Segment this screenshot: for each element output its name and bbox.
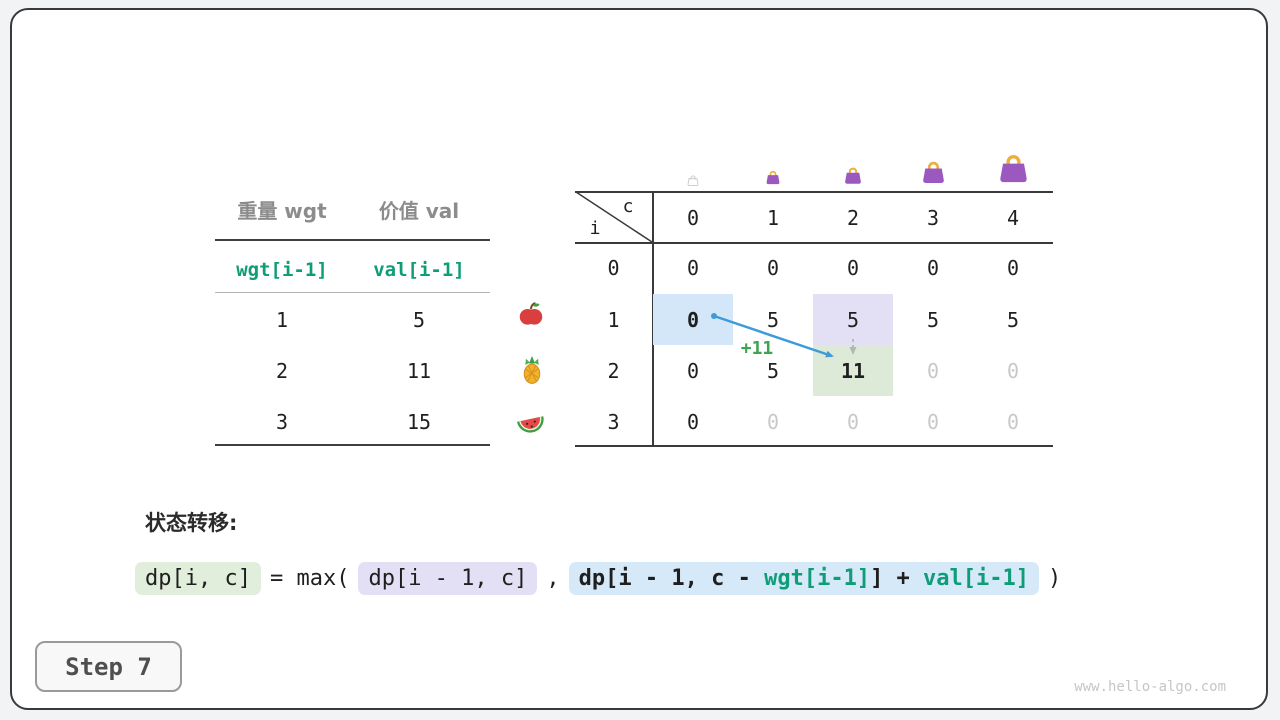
apple-icon <box>516 299 546 333</box>
items-header-rule <box>215 239 490 241</box>
dp-corner-col-label: c <box>622 196 634 217</box>
bag-large-icon <box>919 157 948 190</box>
item-row-1-wgt: 1 <box>275 308 289 332</box>
pineapple-icon <box>517 355 547 389</box>
formula-term2-prefix: dp[i - 1, c - <box>578 566 765 591</box>
item-row-3-wgt: 3 <box>275 410 289 434</box>
dp-col-header-0: 0 <box>686 206 700 230</box>
dp-vertical-rule <box>652 191 654 446</box>
state-transition-label: 状态转移: <box>145 511 238 535</box>
dp-row-header-3: 3 <box>607 410 620 434</box>
dp-cell-3-4: 0 <box>1006 410 1020 434</box>
dp-cell-3-2: 0 <box>846 410 860 434</box>
bag-medium-icon <box>842 164 864 190</box>
items-header-weight: 重量 wgt <box>237 199 327 223</box>
item-row-1-val: 5 <box>412 308 426 332</box>
item-row-2-wgt: 2 <box>275 359 289 383</box>
dp-bottom-rule <box>575 445 1053 447</box>
dp-col-header-1: 1 <box>766 206 780 230</box>
bag-outline-icon <box>686 172 700 191</box>
formula-term2-val: val[i-1] <box>923 566 1030 591</box>
dp-cell-2-0: 0 <box>686 359 700 383</box>
dp-cell-0-3: 0 <box>926 256 940 280</box>
dp-top-rule <box>575 191 1053 193</box>
watermark: www.hello-algo.com <box>1074 679 1226 695</box>
items-index-val: val[i-1] <box>373 259 465 281</box>
dp-cell-1-0: 0 <box>686 308 700 332</box>
dp-cell-3-0: 0 <box>686 410 700 434</box>
formula-separator: , <box>546 566 560 591</box>
dp-row-header-2: 2 <box>607 359 620 383</box>
formula-term2-mid: ] + <box>870 566 924 591</box>
formula-term2-chip: dp[i - 1, c - wgt[i-1]] + val[i-1] <box>568 562 1040 595</box>
dp-cell-2-3: 0 <box>926 359 940 383</box>
dp-cell-2-2: 11 <box>840 359 866 383</box>
dp-cell-3-3: 0 <box>926 410 940 434</box>
dp-cell-3-1: 0 <box>766 410 780 434</box>
step-badge: Step 7 <box>35 641 182 692</box>
dp-col-header-4: 4 <box>1006 206 1020 230</box>
dp-col-header-2: 2 <box>846 206 860 230</box>
dp-cell-2-4: 0 <box>1006 359 1020 383</box>
dp-cell-1-3: 5 <box>926 308 940 332</box>
formula-term1-chip: dp[i - 1, c] <box>358 562 538 595</box>
dp-cell-0-1: 0 <box>766 256 780 280</box>
dp-row-header-1: 1 <box>607 308 620 332</box>
dp-cell-1-1: 5 <box>766 308 780 332</box>
formula-closing: ) <box>1048 566 1062 591</box>
watermelon-icon <box>515 407 547 443</box>
items-bottom-rule <box>215 444 490 446</box>
dp-cell-1-2: 5 <box>846 308 860 332</box>
formula-term2-wgt: wgt[i-1] <box>764 566 871 591</box>
items-index-wgt: wgt[i-1] <box>236 259 328 281</box>
dp-cell-1-4: 5 <box>1006 308 1020 332</box>
dp-corner-row-label: i <box>589 218 601 239</box>
bag-small-icon <box>764 168 782 190</box>
dp-cell-0-0: 0 <box>686 256 700 280</box>
formula-operator: = max( <box>269 566 350 591</box>
formula-lhs-chip: dp[i, c] <box>135 562 261 595</box>
dp-col-header-3: 3 <box>926 206 940 230</box>
dp-cell-0-2: 0 <box>846 256 860 280</box>
dp-header-rule <box>575 242 1053 244</box>
item-row-2-val: 11 <box>406 359 432 383</box>
items-index-rule <box>215 292 490 293</box>
add-value-label: +11 <box>740 338 774 359</box>
dp-row-header-0: 0 <box>607 256 620 280</box>
item-row-3-val: 15 <box>406 410 432 434</box>
dp-cell-2-1: 5 <box>766 359 780 383</box>
transition-formula: dp[i, c] = max( dp[i - 1, c] , dp[i - 1,… <box>135 562 1061 595</box>
items-header-value: 价值 val <box>378 199 460 223</box>
dp-cell-0-4: 0 <box>1006 256 1020 280</box>
bag-xlarge-icon <box>995 149 1032 190</box>
